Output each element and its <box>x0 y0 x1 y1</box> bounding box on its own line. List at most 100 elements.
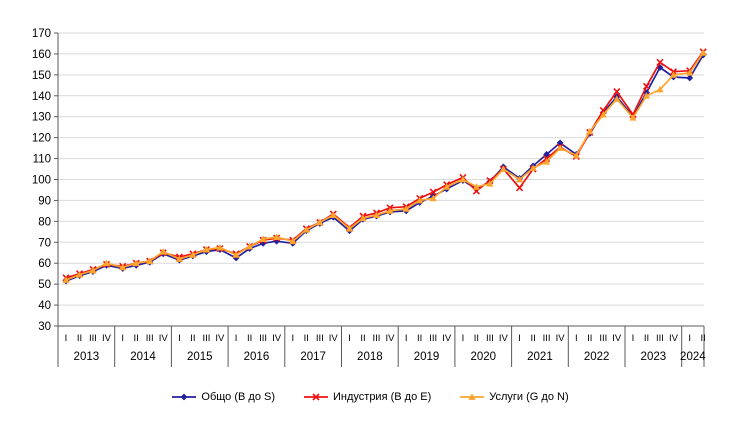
quarter-label: II <box>360 333 365 344</box>
quarter-label: II <box>304 333 309 344</box>
triangle-marker-icon <box>459 175 467 183</box>
legend-item-obshto: Общо (B до S) <box>171 391 275 403</box>
y-axis-label: 120 <box>32 133 51 145</box>
quarter-label: I <box>121 333 124 344</box>
triangle-marker-icon <box>429 194 437 202</box>
quarter-label: II <box>134 333 139 344</box>
x-marker-icon <box>312 393 320 401</box>
x-marker-icon <box>642 82 651 90</box>
series-line-1 <box>65 51 704 279</box>
quarter-label: IV <box>159 333 169 344</box>
quarter-label: III <box>543 333 551 344</box>
quarter-label: I <box>178 333 181 344</box>
quarter-label: II <box>190 333 195 344</box>
triangle-marker-icon <box>572 151 580 159</box>
diamond-marker-icon <box>180 393 188 401</box>
y-axis-label: 130 <box>32 112 51 124</box>
triangle-marker-icon <box>642 92 651 99</box>
triangle-marker-icon <box>486 180 494 187</box>
y-axis-label: 100 <box>32 175 51 187</box>
quarter-label: III <box>599 333 607 344</box>
triangle-marker-icon <box>372 211 381 218</box>
y-axis-labels: 30 40 50 60 70 80 90 100 110 120 130 140 150 160 170 <box>32 28 51 333</box>
series-1 <box>62 48 707 282</box>
triangle-marker-icon <box>556 144 564 152</box>
triangle-marker-icon <box>516 175 524 183</box>
triangle-marker-icon <box>629 114 637 121</box>
y-axis-label: 40 <box>38 300 51 312</box>
quarter-label: II <box>587 333 592 344</box>
quarter-label: II <box>530 333 535 344</box>
y-axis-label: 30 <box>38 321 51 333</box>
y-axis-label: 70 <box>38 237 51 249</box>
year-label: 2022 <box>584 351 610 363</box>
triangle-marker-icon <box>499 165 507 172</box>
triangle-marker-icon <box>119 263 127 271</box>
quarter-label: IV <box>556 333 566 344</box>
quarter-label: I <box>65 333 68 344</box>
diamond-marker-icon <box>656 64 664 71</box>
triangle-marker-icon <box>345 225 354 232</box>
triangle-marker-icon <box>599 111 607 118</box>
legend-label-obshto: Общо (B до S) <box>201 391 275 403</box>
triangle-marker-icon <box>259 235 267 243</box>
quarter-label: II <box>644 333 649 344</box>
triangle-marker-icon <box>62 276 70 283</box>
triangle-marker-icon <box>89 266 97 274</box>
quarter-label: IV <box>442 333 452 344</box>
x-marker-icon <box>613 88 621 96</box>
quarter-label: III <box>89 333 97 344</box>
quarter-label: I <box>235 333 238 344</box>
quarter-label: II <box>474 333 479 344</box>
triangle-marker-icon <box>159 248 167 255</box>
quarter-label: IV <box>499 333 509 344</box>
legend-label-uslugi: Услуги (G до N) <box>489 391 569 403</box>
y-axis-label: 80 <box>38 216 51 228</box>
triangle-marker-icon <box>386 207 394 214</box>
quarter-label: II <box>77 333 82 344</box>
series-line-2 <box>65 52 704 281</box>
quarter-label: I <box>575 333 578 344</box>
year-label: 2020 <box>470 351 496 363</box>
triangle-marker-icon <box>329 211 337 218</box>
triangle-marker-icon <box>189 251 197 258</box>
obshto-line-marker-icon <box>171 391 197 403</box>
y-axis-label: 170 <box>32 28 51 40</box>
quarter-label: I <box>688 333 691 344</box>
year-label: 2021 <box>527 351 553 363</box>
quarter-label: III <box>316 333 324 344</box>
uslugi-line-marker-icon <box>459 391 485 403</box>
quarter-label: IV <box>272 333 282 344</box>
legend-label-industriya: Индустрия (B до E) <box>333 391 432 403</box>
year-label: 2018 <box>357 351 383 363</box>
triangle-marker-icon <box>416 196 424 204</box>
triangle-marker-icon <box>669 71 678 78</box>
quarter-label: II <box>701 333 706 344</box>
quarter-label: I <box>348 333 351 344</box>
year-label: 2023 <box>641 351 667 363</box>
quarter-label: II <box>247 333 252 344</box>
triangle-marker-icon <box>686 69 694 76</box>
triangle-marker-icon <box>302 226 310 233</box>
triangle-marker-icon <box>402 205 410 212</box>
x-marker-icon <box>516 184 524 192</box>
quarter-label: III <box>486 333 494 344</box>
year-label: 2019 <box>414 351 440 363</box>
diamond-marker-icon <box>232 254 240 262</box>
chart-legend: Общо (B до S) Индустрия (B до E) Услуги … <box>0 391 740 403</box>
y-axis-label: 140 <box>32 91 51 103</box>
triangle-marker-icon <box>699 49 707 56</box>
series-2 <box>62 49 707 283</box>
triangle-marker-icon <box>75 271 84 278</box>
triangle-marker-icon <box>102 259 111 267</box>
quarter-label: II <box>417 333 422 344</box>
quarter-label: III <box>656 333 664 344</box>
legend-item-uslugi: Услуги (G до N) <box>459 391 569 403</box>
triangle-marker-icon <box>472 183 480 190</box>
quarter-label: IV <box>669 333 679 344</box>
triangle-marker-icon <box>529 164 537 171</box>
gridlines <box>54 32 704 327</box>
triangle-marker-icon <box>468 393 476 400</box>
quarter-label: I <box>291 333 294 344</box>
